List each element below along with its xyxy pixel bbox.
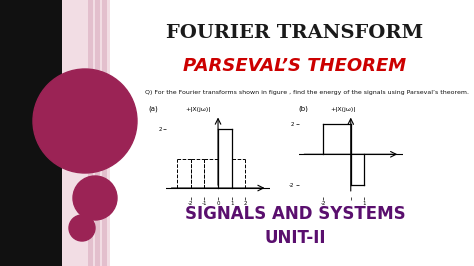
Text: (b): (b)	[298, 106, 308, 113]
Bar	[62, 0, 110, 266]
Text: UNIT-II: UNIT-II	[264, 229, 326, 247]
Circle shape	[69, 215, 95, 241]
Bar	[88, 0, 93, 266]
Text: +|X(jω)|: +|X(jω)|	[330, 106, 356, 111]
Bar	[0, 0, 62, 266]
Circle shape	[73, 176, 117, 220]
Text: FOURIER TRANSFORM: FOURIER TRANSFORM	[166, 24, 424, 42]
Text: SIGNALS AND SYSTEMS: SIGNALS AND SYSTEMS	[185, 205, 405, 223]
Bar	[102, 0, 107, 266]
Bar	[95, 0, 100, 266]
Text: (a): (a)	[148, 106, 158, 113]
Circle shape	[33, 69, 137, 173]
Text: +|X(jω)|: +|X(jω)|	[185, 106, 210, 111]
Text: PARSEVAL’S THEOREM: PARSEVAL’S THEOREM	[183, 57, 407, 75]
Text: Q) For the Fourier transforms shown in figure , find the energy of the signals u: Q) For the Fourier transforms shown in f…	[145, 90, 469, 95]
